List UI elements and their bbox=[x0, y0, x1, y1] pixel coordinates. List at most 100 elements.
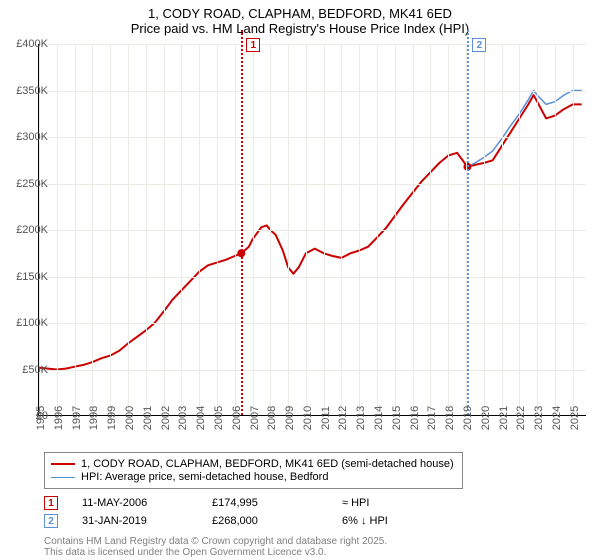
ytick-label: £300K bbox=[16, 131, 48, 143]
sale-row: 2 31-JAN-2019£268,0006% ↓ HPI bbox=[44, 514, 452, 528]
gridline-h bbox=[39, 230, 586, 231]
xtick-label: 2005 bbox=[213, 406, 225, 430]
gridline-v bbox=[235, 44, 236, 415]
ytick-label: £100K bbox=[16, 317, 48, 329]
xtick-label: 2009 bbox=[284, 406, 296, 430]
xtick-label: 2011 bbox=[320, 406, 332, 430]
sale-date: 11-MAY-2006 bbox=[82, 497, 212, 509]
xtick-label: 2020 bbox=[480, 406, 492, 430]
xtick-label: 1996 bbox=[53, 406, 65, 430]
sale-delta: 6% ↓ HPI bbox=[342, 515, 452, 527]
gridline-h bbox=[39, 91, 586, 92]
sale-row: 1 11-MAY-2006£174,995≈ HPI bbox=[44, 496, 452, 510]
gridline-v bbox=[164, 44, 165, 415]
gridline-v bbox=[199, 44, 200, 415]
xtick-label: 1998 bbox=[88, 406, 100, 430]
xtick-label: 2019 bbox=[462, 406, 474, 430]
gridline-v bbox=[270, 44, 271, 415]
xtick-label: 2017 bbox=[426, 406, 438, 430]
gridline-h bbox=[39, 44, 586, 45]
ytick-label: £400K bbox=[16, 38, 48, 50]
ytick-label: £150K bbox=[16, 271, 48, 283]
xtick-label: 2000 bbox=[124, 406, 136, 430]
xtick-label: 2024 bbox=[551, 406, 563, 430]
xtick-label: 2021 bbox=[498, 406, 510, 430]
legend-row: HPI: Average price, semi-detached house,… bbox=[51, 471, 454, 483]
gridline-h bbox=[39, 137, 586, 138]
gridline-v bbox=[324, 44, 325, 415]
xtick-label: 2002 bbox=[160, 406, 172, 430]
gridline-v bbox=[92, 44, 93, 415]
xtick-label: 1999 bbox=[106, 406, 118, 430]
gridline-v bbox=[519, 44, 520, 415]
xtick-label: 2023 bbox=[533, 406, 545, 430]
gridline-v bbox=[253, 44, 254, 415]
xtick-label: 2003 bbox=[177, 406, 189, 430]
gridline-v bbox=[573, 44, 574, 415]
xtick-label: 2025 bbox=[569, 406, 581, 430]
event-line bbox=[467, 30, 469, 415]
ytick-label: £250K bbox=[16, 178, 48, 190]
xtick-label: 2007 bbox=[249, 406, 261, 430]
gridline-v bbox=[181, 44, 182, 415]
sale-marker-box: 2 bbox=[44, 514, 58, 528]
sale-price: £268,000 bbox=[212, 515, 342, 527]
gridline-v bbox=[75, 44, 76, 415]
legend-row: 1, CODY ROAD, CLAPHAM, BEDFORD, MK41 6ED… bbox=[51, 458, 454, 470]
gridline-v bbox=[377, 44, 378, 415]
legend-box: 1, CODY ROAD, CLAPHAM, BEDFORD, MK41 6ED… bbox=[44, 452, 463, 489]
gridline-h bbox=[39, 323, 586, 324]
ytick-label: £50K bbox=[22, 364, 48, 376]
gridline-v bbox=[395, 44, 396, 415]
credit-line1: Contains HM Land Registry data © Crown c… bbox=[44, 536, 387, 547]
gridline-v bbox=[57, 44, 58, 415]
legend-label: 1, CODY ROAD, CLAPHAM, BEDFORD, MK41 6ED… bbox=[81, 458, 454, 470]
gridline-v bbox=[537, 44, 538, 415]
xtick-label: 2014 bbox=[373, 406, 385, 430]
gridline-v bbox=[128, 44, 129, 415]
chart-title-block: 1, CODY ROAD, CLAPHAM, BEDFORD, MK41 6ED… bbox=[0, 0, 600, 36]
gridline-v bbox=[430, 44, 431, 415]
chart-plot-area: 12 bbox=[38, 44, 586, 416]
xtick-label: 2008 bbox=[266, 406, 278, 430]
gridline-v bbox=[306, 44, 307, 415]
credit-text: Contains HM Land Registry data © Crown c… bbox=[44, 536, 387, 558]
xtick-label: 2004 bbox=[195, 406, 207, 430]
xtick-label: 2013 bbox=[355, 406, 367, 430]
legend-swatch bbox=[51, 463, 75, 465]
gridline-v bbox=[217, 44, 218, 415]
gridline-v bbox=[448, 44, 449, 415]
sale-delta: ≈ HPI bbox=[342, 497, 452, 509]
gridline-v bbox=[146, 44, 147, 415]
title-line2: Price paid vs. HM Land Registry's House … bbox=[0, 21, 600, 36]
event-marker-box: 2 bbox=[472, 38, 486, 52]
xtick-label: 2010 bbox=[302, 406, 314, 430]
sale-marker-box: 1 bbox=[44, 496, 58, 510]
xtick-label: 2006 bbox=[231, 406, 243, 430]
xtick-label: 2016 bbox=[409, 406, 421, 430]
title-line1: 1, CODY ROAD, CLAPHAM, BEDFORD, MK41 6ED bbox=[0, 6, 600, 21]
credit-line2: This data is licensed under the Open Gov… bbox=[44, 547, 387, 558]
ytick-label: £350K bbox=[16, 85, 48, 97]
sale-events-table: 1 11-MAY-2006£174,995≈ HPI 2 31-JAN-2019£26… bbox=[44, 496, 452, 532]
sale-price: £174,995 bbox=[212, 497, 342, 509]
legend-swatch bbox=[51, 477, 75, 478]
gridline-v bbox=[359, 44, 360, 415]
xtick-label: 2001 bbox=[142, 406, 154, 430]
gridline-v bbox=[110, 44, 111, 415]
gridline-v bbox=[288, 44, 289, 415]
gridline-v bbox=[555, 44, 556, 415]
gridline-v bbox=[502, 44, 503, 415]
sale-date: 31-JAN-2019 bbox=[82, 515, 212, 527]
xtick-label: 2018 bbox=[444, 406, 456, 430]
xtick-label: 1997 bbox=[71, 406, 83, 430]
gridline-h bbox=[39, 277, 586, 278]
legend-label: HPI: Average price, semi-detached house,… bbox=[81, 471, 328, 483]
gridline-v bbox=[341, 44, 342, 415]
xtick-label: 2012 bbox=[337, 406, 349, 430]
event-marker-box: 1 bbox=[246, 38, 260, 52]
gridline-v bbox=[484, 44, 485, 415]
xtick-label: 1995 bbox=[35, 406, 47, 430]
gridline-h bbox=[39, 184, 586, 185]
gridline-v bbox=[413, 44, 414, 415]
